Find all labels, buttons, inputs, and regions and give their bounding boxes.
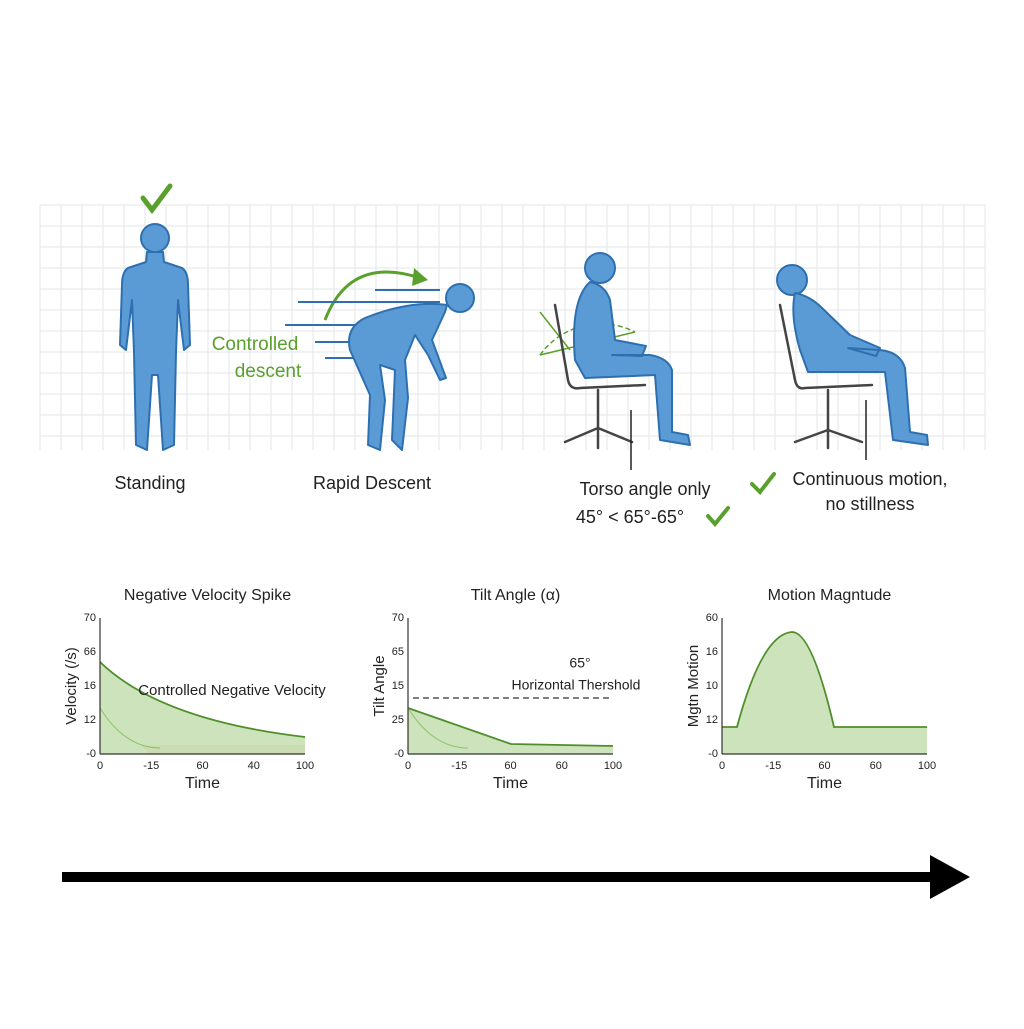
x-tick-label: 40 (248, 760, 260, 772)
y-axis-label: Mgtn Motion (685, 645, 702, 728)
annotation: Controlled Negative Velocity (138, 682, 326, 699)
x-tick-label: 60 (504, 760, 516, 772)
y-axis-label: Tilt Angle (371, 655, 388, 716)
y-tick-label: 12 (706, 714, 718, 726)
annotation: Horizontal Thershold (512, 677, 641, 693)
x-tick-label: 60 (818, 760, 830, 772)
plot-title: Tilt Angle (α) (471, 587, 561, 604)
x-tick-label: 60 (556, 760, 568, 772)
figure-label: Standing (114, 473, 185, 493)
y-tick-label: 10 (706, 680, 718, 692)
y-tick-label: 65 (392, 646, 404, 658)
y-tick-label: -0 (394, 748, 404, 760)
x-axis-label: Time (185, 775, 220, 792)
standing-figure (119, 183, 191, 451)
reclined-figure (750, 264, 929, 496)
rapid-descent-figure (285, 268, 475, 451)
timeline-arrow-head (930, 855, 970, 899)
y-tick-label: -0 (708, 748, 718, 760)
sitting-figure (539, 252, 691, 470)
lower-curve (407, 707, 469, 749)
y-tick-label: 70 (84, 612, 96, 624)
x-tick-label: 60 (196, 760, 208, 772)
check-icon (706, 506, 730, 528)
y-tick-label: 70 (392, 612, 404, 624)
x-axis-label: Time (493, 775, 528, 792)
x-axis-label: Time (807, 775, 842, 792)
x-tick-label: 100 (918, 760, 936, 772)
annotation: 65° (569, 655, 590, 671)
x-tick-label: 100 (604, 760, 622, 772)
x-tick-label: 60 (870, 760, 882, 772)
x-tick-label: 0 (97, 760, 103, 772)
y-tick-label: 15 (392, 680, 404, 692)
curve (722, 631, 927, 728)
figure-label: Continuous motion, (792, 469, 947, 489)
y-tick-label: 66 (84, 646, 96, 658)
arrow-head (412, 268, 428, 286)
x-tick-label: -15 (451, 760, 467, 772)
check-icon (140, 183, 173, 215)
plot-title: Negative Velocity Spike (124, 587, 291, 604)
x-tick-label: 100 (296, 760, 314, 772)
figure-label: 45° < 65°-65° (576, 507, 684, 527)
y-tick-label: -0 (86, 748, 96, 760)
curve (99, 661, 306, 738)
figure-label: Torso angle only (579, 479, 710, 499)
x-tick-label: 0 (405, 760, 411, 772)
y-tick-label: 16 (84, 680, 96, 692)
annotation: Controlled (212, 334, 299, 355)
area (100, 662, 305, 754)
x-tick-label: 0 (719, 760, 725, 772)
y-tick-label: 60 (706, 612, 718, 624)
speed-lines (285, 289, 440, 359)
x-tick-label: -15 (143, 760, 159, 772)
y-tick-label: 12 (84, 714, 96, 726)
y-tick-label: 16 (706, 646, 718, 658)
plot-title: Motion Magntude (768, 587, 892, 604)
figure-label: Rapid Descent (313, 473, 431, 493)
curve (407, 707, 614, 747)
x-tick-label: -15 (765, 760, 781, 772)
annotation: descent (235, 361, 302, 382)
lower-curve (99, 707, 161, 749)
figure-label: no stillness (825, 494, 914, 514)
arrow (323, 270, 421, 321)
y-axis-label: Velocity (/s) (63, 647, 80, 725)
area (408, 708, 613, 754)
y-tick-label: 25 (392, 714, 404, 726)
